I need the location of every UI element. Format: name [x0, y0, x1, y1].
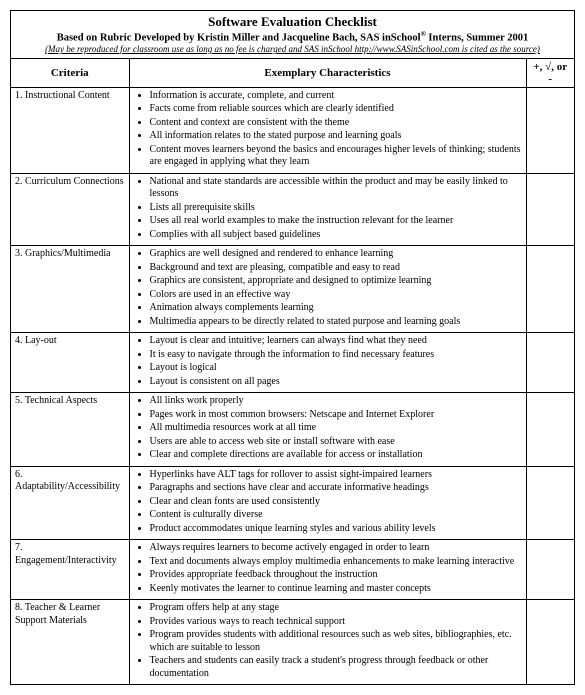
bullet-item: Paragraphs and sections have clear and a… — [150, 482, 522, 495]
bullet-item: All multimedia resources work at all tim… — [150, 422, 522, 435]
characteristics-cell: All links work properlyPages work in mos… — [129, 393, 526, 467]
bullet-item: Information is accurate, complete, and c… — [150, 90, 522, 103]
bullet-item: Animation always complements learning — [150, 302, 522, 315]
bullet-item: Layout is logical — [150, 362, 522, 375]
table-header-row: Criteria Exemplary Characteristics +, √,… — [11, 59, 574, 88]
document-subtitle: Based on Rubric Developed by Kristin Mil… — [15, 30, 570, 45]
col-header-rating: +, √, or - — [526, 59, 574, 88]
characteristics-cell: Information is accurate, complete, and c… — [129, 87, 526, 173]
bullet-item: Uses all real world examples to make the… — [150, 215, 522, 228]
table-row: 2. Curriculum Connections National and st… — [11, 173, 574, 246]
bullet-item: Lists all prerequisite skills — [150, 202, 522, 215]
characteristics-cell: Always requires learners to become activ… — [129, 540, 526, 600]
bullet-item: Product accommodates unique learning sty… — [150, 523, 522, 536]
bullet-item: Content is culturally diverse — [150, 509, 522, 522]
rating-cell — [526, 393, 574, 467]
document-title: Software Evaluation Checklist — [15, 14, 570, 30]
bullet-item: Complies with all subject based guidelin… — [150, 229, 522, 242]
table-row: 7. Engagement/Interactivity Always requir… — [11, 540, 574, 600]
criteria-cell: 6. Adaptability/Accessibility — [11, 466, 129, 540]
bullet-item: Facts come from reliable sources which a… — [150, 103, 522, 116]
table-row: 5. Technical AspectsAll links work prope… — [11, 393, 574, 467]
rating-cell — [526, 333, 574, 393]
rating-cell — [526, 173, 574, 246]
document-header: Software Evaluation Checklist Based on R… — [11, 11, 574, 59]
bullet-item: Users are able to access web site or ins… — [150, 436, 522, 449]
characteristics-cell: Graphics are well designed and rendered … — [129, 246, 526, 333]
bullet-item: Teachers and students can easily track a… — [150, 655, 522, 680]
bullet-item: Text and documents always employ multime… — [150, 556, 522, 569]
rating-cell — [526, 540, 574, 600]
bullet-item: Colors are used in an effective way — [150, 289, 522, 302]
bullet-list: All links work properlyPages work in mos… — [134, 395, 522, 462]
table-row: 3. Graphics/Multimedia Graphics are well … — [11, 246, 574, 333]
col-header-characteristics: Exemplary Characteristics — [129, 59, 526, 88]
criteria-cell: 2. Curriculum Connections — [11, 173, 129, 246]
rating-cell — [526, 466, 574, 540]
bullet-list: Layout is clear and intuitive; learners … — [134, 335, 522, 388]
characteristics-cell: National and state standards are accessi… — [129, 173, 526, 246]
bullet-item: Graphics are well designed and rendered … — [150, 248, 522, 261]
criteria-cell: 3. Graphics/Multimedia — [11, 246, 129, 333]
bullet-item: Background and text are pleasing, compat… — [150, 262, 522, 275]
bullet-item: Keenly motivates the learner to continue… — [150, 583, 522, 596]
bullet-item: Multimedia appears to be directly relate… — [150, 316, 522, 329]
criteria-cell: 8. Teacher & Learner Support Materials — [11, 600, 129, 685]
rating-cell — [526, 246, 574, 333]
bullet-item: It is easy to navigate through the infor… — [150, 349, 522, 362]
document-frame: Software Evaluation Checklist Based on R… — [10, 10, 575, 685]
bullet-item: Program offers help at any stage — [150, 602, 522, 615]
table-row: 6. Adaptability/Accessibility Hyperlinks … — [11, 466, 574, 540]
checklist-table: Criteria Exemplary Characteristics +, √,… — [11, 59, 574, 685]
criteria-cell: 4. Lay-out — [11, 333, 129, 393]
bullet-item: Always requires learners to become activ… — [150, 542, 522, 555]
bullet-list: Information is accurate, complete, and c… — [134, 90, 522, 169]
bullet-item: Program provides students with additiona… — [150, 629, 522, 654]
bullet-list: Graphics are well designed and rendered … — [134, 248, 522, 328]
table-row: 1. Instructional Content Information is a… — [11, 87, 574, 173]
bullet-item: Graphics are consistent, appropriate and… — [150, 275, 522, 288]
bullet-item: Hyperlinks have ALT tags for rollover to… — [150, 469, 522, 482]
rating-cell — [526, 600, 574, 685]
bullet-item: Clear and complete directions are availa… — [150, 449, 522, 462]
bullet-list: Hyperlinks have ALT tags for rollover to… — [134, 469, 522, 536]
criteria-cell: 5. Technical Aspects — [11, 393, 129, 467]
reproduce-note: (May be reproduced for classroom use as … — [15, 44, 570, 56]
characteristics-cell: Layout is clear and intuitive; learners … — [129, 333, 526, 393]
criteria-cell: 1. Instructional Content — [11, 87, 129, 173]
bullet-item: Provides appropriate feedback throughout… — [150, 569, 522, 582]
bullet-item: Layout is clear and intuitive; learners … — [150, 335, 522, 348]
col-header-criteria: Criteria — [11, 59, 129, 88]
bullet-item: National and state standards are accessi… — [150, 176, 522, 201]
bullet-item: Content and context are consistent with … — [150, 117, 522, 130]
bullet-item: Provides various ways to reach technical… — [150, 616, 522, 629]
table-row: 8. Teacher & Learner Support MaterialsPr… — [11, 600, 574, 685]
rating-cell — [526, 87, 574, 173]
bullet-list: Program offers help at any stageProvides… — [134, 602, 522, 680]
bullet-item: All links work properly — [150, 395, 522, 408]
bullet-item: Pages work in most common browsers: Nets… — [150, 409, 522, 422]
bullet-list: National and state standards are accessi… — [134, 176, 522, 242]
bullet-item: Content moves learners beyond the basics… — [150, 144, 522, 169]
characteristics-cell: Hyperlinks have ALT tags for rollover to… — [129, 466, 526, 540]
characteristics-cell: Program offers help at any stageProvides… — [129, 600, 526, 685]
bullet-item: Clear and clean fonts are used consisten… — [150, 496, 522, 509]
bullet-item: All information relates to the stated pu… — [150, 130, 522, 143]
bullet-list: Always requires learners to become activ… — [134, 542, 522, 595]
bullet-item: Layout is consistent on all pages — [150, 376, 522, 389]
criteria-cell: 7. Engagement/Interactivity — [11, 540, 129, 600]
table-row: 4. Lay-out Layout is clear and intuitive;… — [11, 333, 574, 393]
